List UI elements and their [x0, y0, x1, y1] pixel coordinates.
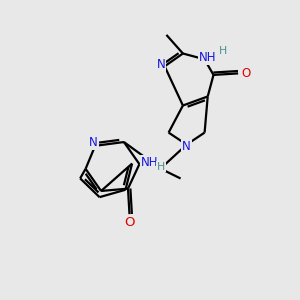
Text: H: H — [219, 46, 227, 56]
Text: N: N — [157, 58, 165, 71]
Text: O: O — [124, 216, 135, 229]
Text: NH: NH — [199, 51, 217, 64]
Text: O: O — [242, 67, 251, 80]
Text: N: N — [89, 136, 98, 149]
Text: H: H — [157, 161, 165, 172]
Text: N: N — [182, 140, 191, 153]
Text: NH: NH — [141, 156, 159, 169]
